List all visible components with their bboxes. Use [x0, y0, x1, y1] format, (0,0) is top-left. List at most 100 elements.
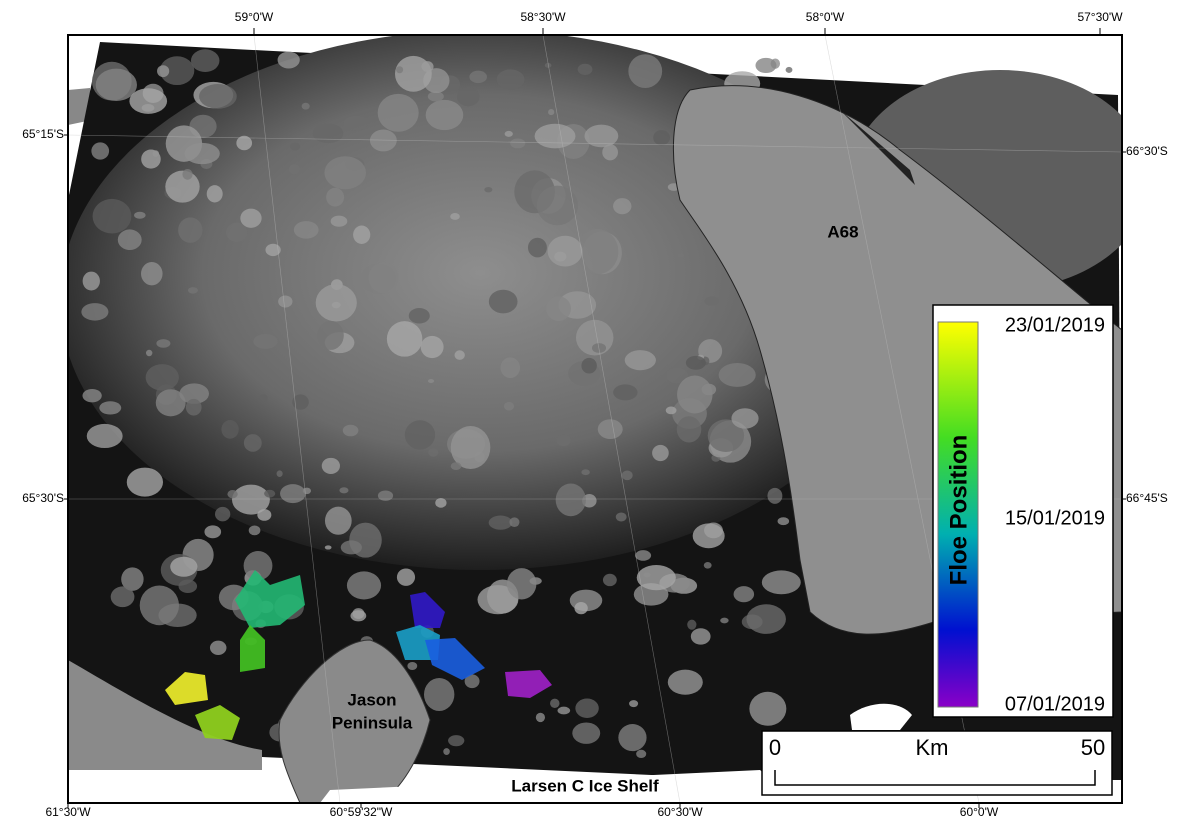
ice-floe [598, 419, 623, 439]
ice-floe [156, 389, 186, 416]
ice-floe [331, 216, 348, 227]
ice-floe [625, 350, 656, 370]
ice-floe [111, 586, 135, 607]
ice-floe [294, 221, 319, 239]
ice-floe [505, 131, 513, 137]
ice-floe [548, 236, 583, 267]
ice-floe [691, 628, 711, 644]
ice-floe [755, 58, 776, 73]
ice-floe [767, 488, 782, 504]
scale-start: 0 [769, 735, 781, 760]
ice-floe [170, 557, 197, 577]
ice-floe [157, 65, 169, 77]
ice-floe [227, 490, 237, 498]
ice-floe [687, 620, 696, 630]
ice-floe [731, 408, 758, 428]
iceberg-label: A68 [827, 222, 858, 241]
ice-floe [407, 662, 417, 670]
ice-floe [343, 425, 359, 437]
ice-floe [179, 579, 198, 593]
ice-floe [344, 116, 369, 131]
peninsula-label: Peninsula [332, 713, 413, 732]
ice-floe [677, 416, 702, 442]
ice-floe [378, 94, 419, 132]
ice-floe [637, 565, 676, 590]
ice-shelf-label: Larsen C Ice Shelf [511, 776, 659, 795]
ice-floe [443, 748, 450, 755]
ice-floe [210, 641, 227, 655]
ice-floe [188, 287, 198, 294]
ice-floe [666, 407, 677, 415]
ice-floe [484, 187, 492, 192]
coordinate-label: 58°30'W [520, 10, 566, 24]
ice-floe [575, 698, 598, 718]
ice-floe [127, 468, 163, 497]
ice-floe [87, 424, 123, 448]
ice-floe [581, 469, 589, 475]
ice-floe [347, 571, 381, 599]
peninsula-label: Jason [347, 690, 396, 709]
ice-floe [378, 490, 393, 500]
ice-floe [146, 364, 179, 391]
ice-floe [746, 604, 785, 634]
ice-floe [186, 399, 202, 416]
ice-floe [82, 389, 101, 402]
ice-shelf [68, 772, 270, 803]
ice-floe [762, 570, 801, 594]
ice-floe [497, 69, 525, 89]
ice-floe [226, 223, 247, 242]
ice-floe [749, 692, 786, 726]
ice-floe [720, 618, 728, 624]
ice-floe [290, 142, 300, 150]
ice-floe [435, 498, 446, 508]
ice-floe [704, 562, 712, 569]
ice-floe [734, 586, 755, 602]
ice-floe [96, 69, 137, 101]
ice-floe [622, 470, 633, 480]
ice-floe [249, 525, 261, 535]
ice-floe [409, 308, 430, 324]
ice-floe [556, 484, 586, 517]
ice-floe [83, 272, 100, 291]
coordinate-label: 59°0'W [235, 10, 274, 24]
coordinate-label: 58°0'W [806, 10, 845, 24]
ice-floe [628, 54, 662, 88]
ice-floe [165, 171, 199, 203]
ice-floe [653, 130, 670, 145]
ice-floe [678, 253, 685, 258]
ice-floe [613, 198, 631, 214]
ice-floe [618, 724, 646, 751]
ice-floe [421, 61, 433, 72]
ice-floe [322, 458, 340, 474]
ice-floe [140, 585, 179, 625]
ice-floe [528, 238, 547, 258]
ice-floe [326, 188, 344, 207]
ice-floe [118, 229, 142, 250]
ice-floe [397, 568, 415, 585]
ice-floe [581, 358, 596, 374]
ice-floe [215, 507, 230, 522]
ice-floe [550, 699, 559, 708]
ice-floe [184, 143, 219, 164]
coordinate-label: 66°30'S [1126, 144, 1168, 158]
ice-floe [146, 350, 152, 356]
ice-floe [134, 212, 146, 219]
ice-floe [199, 84, 237, 109]
ice-floe [421, 336, 444, 358]
ice-floe [504, 402, 514, 411]
ice-floe [341, 540, 362, 554]
ice-floe [182, 169, 192, 180]
ice-floe [302, 103, 310, 110]
ice-floe [156, 339, 170, 348]
ice-floe [277, 470, 283, 477]
ice-floe [635, 550, 651, 561]
ice-floe [221, 420, 238, 439]
ice-floe [507, 568, 537, 599]
ice-floe [535, 124, 576, 149]
coordinate-label: 65°30'S [22, 491, 64, 505]
ice-floe [278, 295, 292, 307]
ice-floe [557, 707, 570, 715]
ice-floe [613, 384, 637, 400]
ice-floe [574, 602, 587, 614]
ice-floe [489, 516, 513, 530]
